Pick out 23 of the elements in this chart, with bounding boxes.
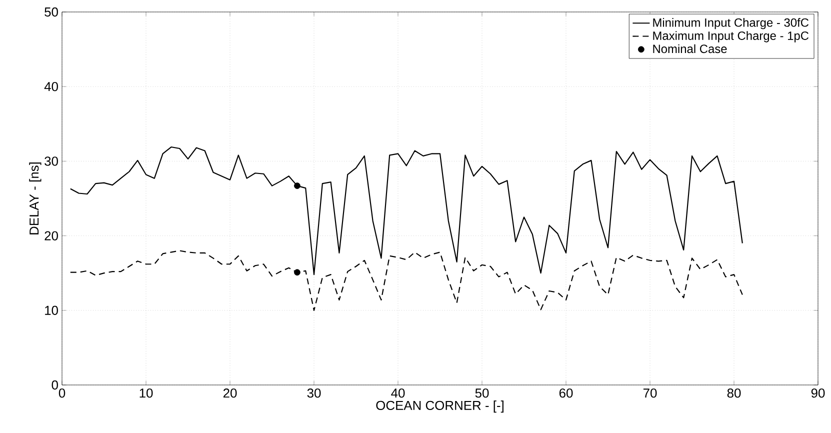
x-tick-label: 40: [391, 388, 405, 398]
legend-label: Maximum Input Charge - 1pC: [653, 31, 809, 42]
x-tick-label: 90: [811, 388, 825, 398]
line-series: [70, 250, 743, 311]
x-tick-label: 70: [643, 388, 657, 398]
y-tick-label: 50: [44, 7, 58, 17]
y-tick-label: 20: [44, 231, 58, 240]
x-tick-label: 50: [475, 388, 489, 398]
x-tick-label: 80: [727, 388, 741, 398]
y-axis-title: DELAY - [ns]: [29, 162, 42, 234]
legend-label: Nominal Case: [653, 44, 727, 54]
x-tick-label: 20: [223, 388, 237, 398]
y-tick-label: 30: [44, 156, 58, 166]
line-series: [70, 146, 743, 276]
y-tick-label: 40: [44, 82, 58, 92]
x-tick-label: 60: [559, 388, 573, 398]
x-tick-label: 0: [58, 388, 66, 398]
legend-label: Minimum Input Charge - 30fC: [653, 18, 809, 30]
x-tick-label: 10: [140, 388, 153, 398]
y-tick-label: 0: [52, 380, 58, 390]
x-tick-label: 30: [307, 388, 321, 398]
x-axis-title: OCEAN CORNER - [-]: [376, 400, 504, 413]
y-tick-label: 10: [45, 306, 58, 315]
